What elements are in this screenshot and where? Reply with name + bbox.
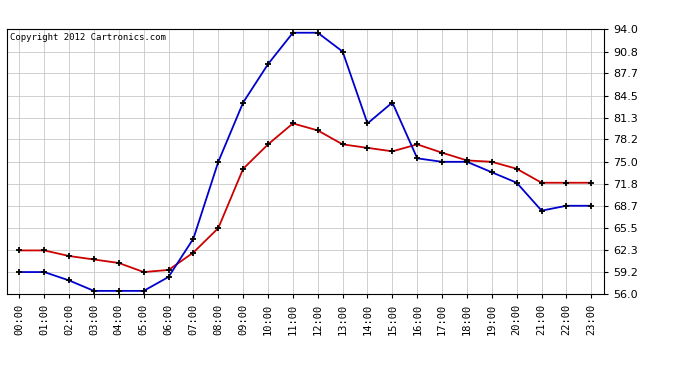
Text: Copyright 2012 Cartronics.com: Copyright 2012 Cartronics.com: [10, 33, 166, 42]
Text: Outdoor Temperature (Red) vs THSW Index (Blue) per Hour (24 Hours) 20120623: Outdoor Temperature (Red) vs THSW Index …: [6, 9, 568, 21]
